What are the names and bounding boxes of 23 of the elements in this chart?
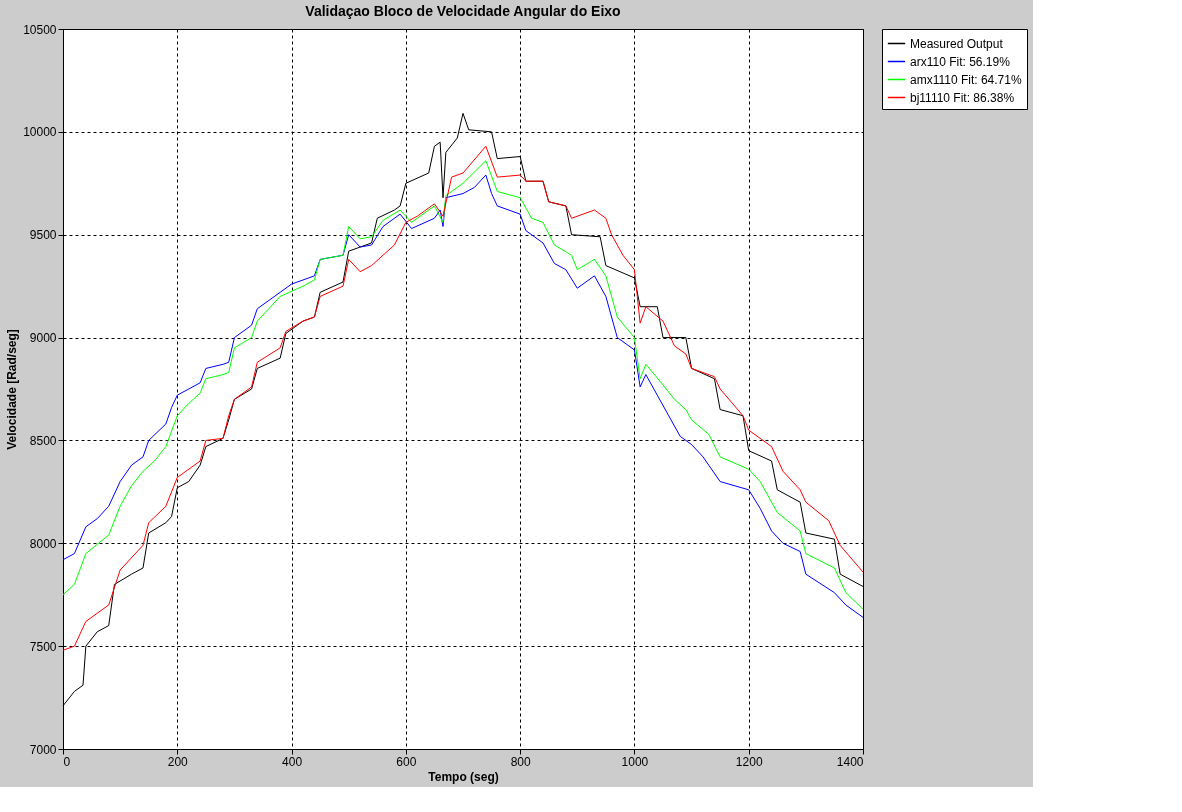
x-tick-label: 1400 xyxy=(836,754,864,769)
chart-title: Validaçao Bloco de Velocidade Angular do Eixo xyxy=(305,3,621,19)
y-tick-label: 10500 xyxy=(23,22,57,37)
x-tick-label: 1000 xyxy=(621,754,649,769)
y-axis-title: Velocidade [Rad/seg] xyxy=(5,329,20,450)
legend-label: amx1110 Fit: 64.71% xyxy=(910,72,1022,87)
x-tick-label: 800 xyxy=(510,754,531,769)
y-tick-label: 9000 xyxy=(29,331,57,346)
x-axis-title: Tempo (seg) xyxy=(428,769,499,784)
y-tick-label: 8500 xyxy=(29,433,57,448)
y-tick-label: 8000 xyxy=(29,536,57,551)
x-tick-label: 1200 xyxy=(735,754,763,769)
x-tick-label: 0 xyxy=(63,754,71,769)
y-tick-label: 7000 xyxy=(29,742,57,757)
legend-label: bj11110 Fit: 86.38% xyxy=(910,90,1015,105)
x-tick-label: 400 xyxy=(282,754,303,769)
x-tick-label: 200 xyxy=(167,754,189,769)
legend-label: Measured Output xyxy=(910,36,1004,51)
y-tick-label: 7500 xyxy=(29,639,57,654)
x-tick-label: 600 xyxy=(396,754,417,769)
legend-label: arx110 Fit: 56.19% xyxy=(910,54,1011,69)
y-tick-label: 9500 xyxy=(29,228,57,243)
y-tick-label: 10000 xyxy=(23,125,57,140)
